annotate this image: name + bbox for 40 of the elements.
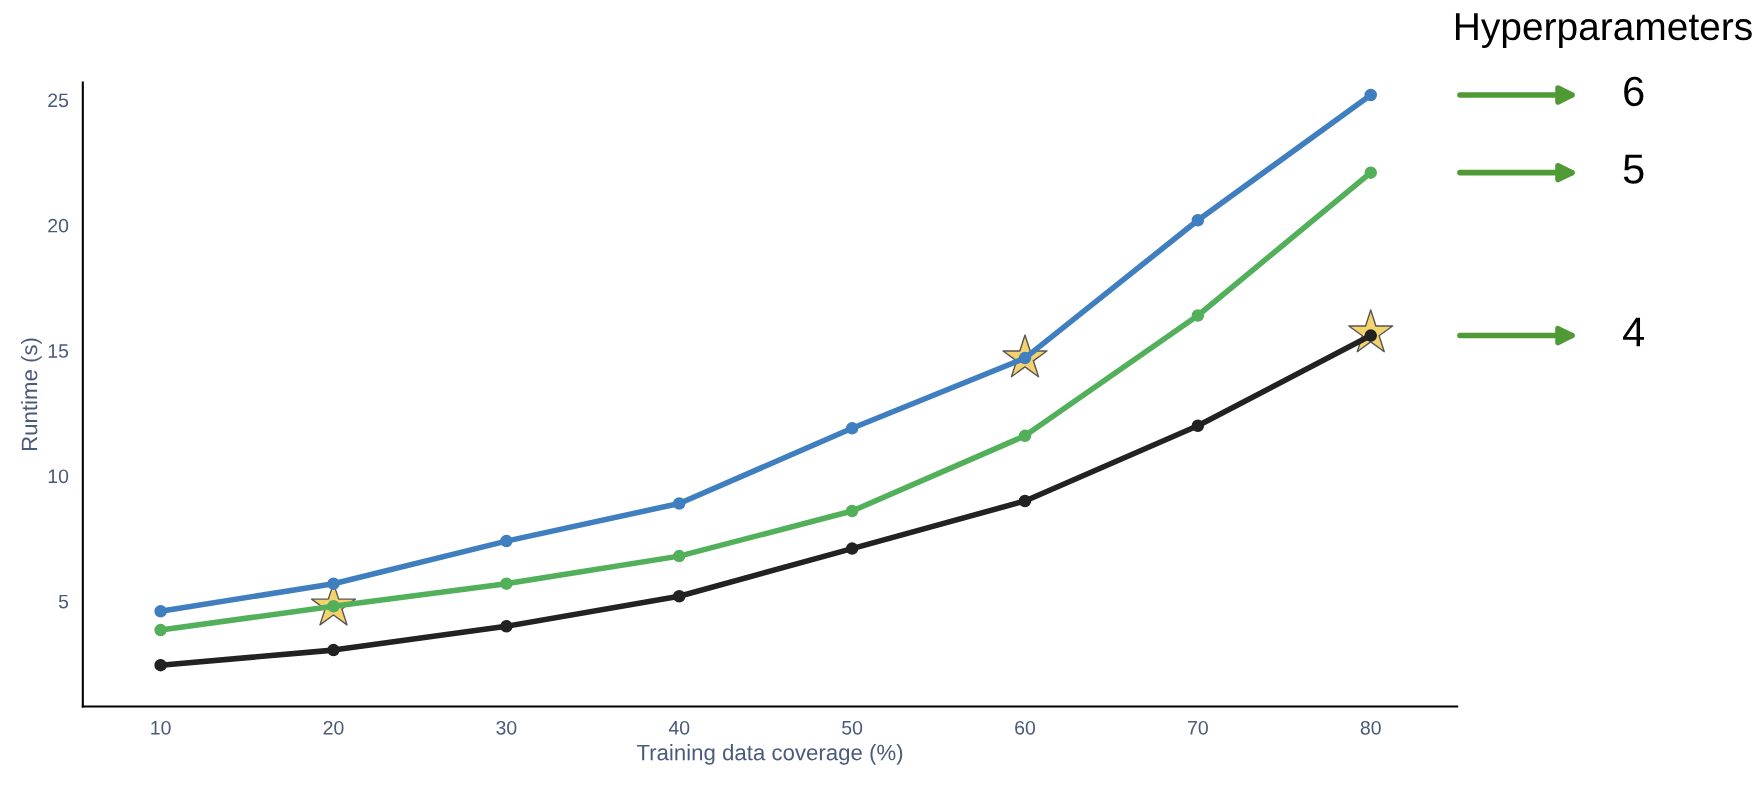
text: 6: [1624, 76, 1644, 107]
point: [327, 577, 340, 590]
x-axis-title: Training data coverage (%): [636, 744, 903, 765]
point: [500, 620, 513, 633]
point: [154, 623, 167, 637]
y-tick-label: 20: [48, 218, 69, 233]
y-tick-label: 15: [48, 344, 69, 358]
point: [672, 497, 686, 510]
point: [154, 658, 167, 672]
point: [1018, 494, 1032, 508]
text: 4: [1623, 317, 1645, 347]
x-tick-label: 10: [151, 720, 171, 735]
point: [500, 577, 513, 590]
y-axis-title: Runtime (s): [21, 338, 42, 451]
y-tick-label: 25: [48, 93, 69, 108]
x-tick-label: 20: [323, 720, 344, 735]
x-tick-label: 30: [496, 720, 517, 735]
x-tick-label: 40: [668, 720, 690, 735]
x-tick-label: 70: [1188, 720, 1208, 735]
point: [672, 589, 686, 603]
point: [500, 534, 513, 548]
point: [1191, 419, 1205, 433]
y-tick-label: 10: [48, 469, 69, 484]
legend-title: Hyperparameters: [1455, 13, 1752, 49]
point: [1364, 166, 1377, 179]
point: [327, 643, 340, 657]
y-tick-label: 5: [58, 594, 69, 609]
point: [1191, 309, 1205, 322]
point: [672, 549, 686, 563]
point: [845, 542, 859, 555]
point: [1018, 429, 1032, 443]
point: [154, 605, 167, 618]
x-tick-label: 50: [842, 720, 863, 735]
text: 5: [1623, 154, 1644, 184]
x-tick-label: 60: [1015, 720, 1036, 735]
x-tick-label: 80: [1360, 720, 1381, 735]
point: [845, 422, 859, 435]
point: [845, 504, 859, 518]
point: [1191, 214, 1205, 227]
point: [1364, 88, 1377, 102]
